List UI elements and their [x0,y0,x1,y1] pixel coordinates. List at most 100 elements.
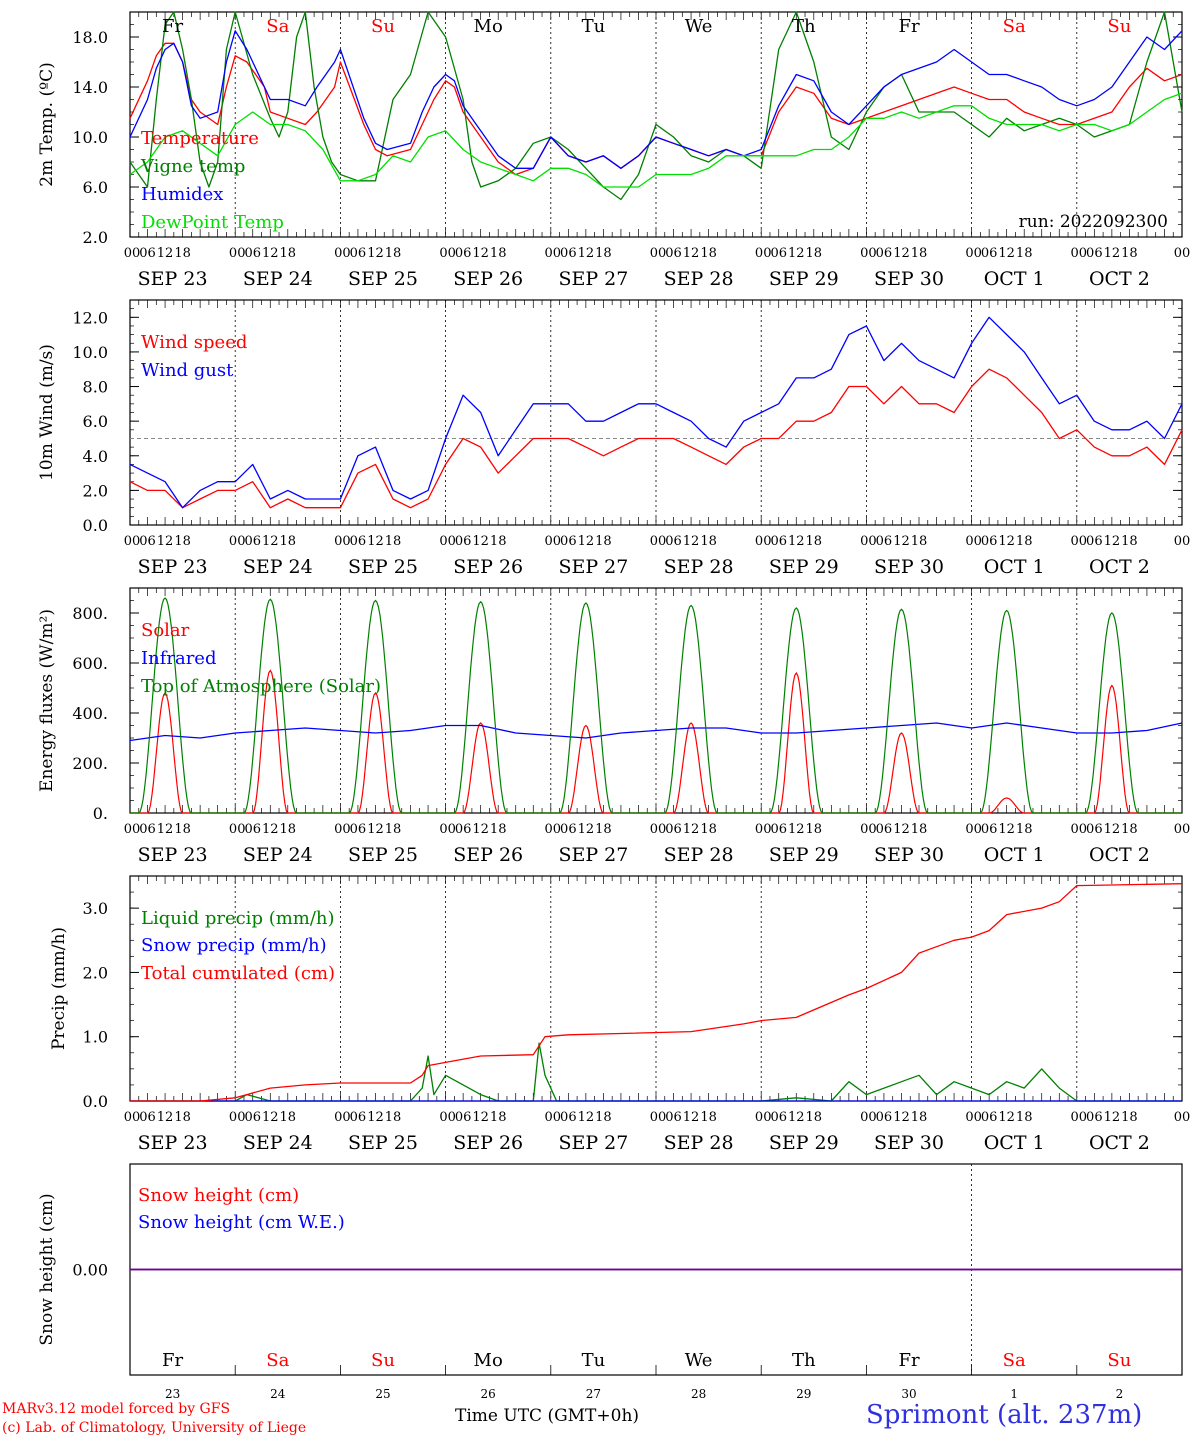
hour-tick-label: 18 [385,822,402,837]
hour-tick-label: 18 [385,246,402,261]
legend-top-of-atmosphere-solar: Top of Atmosphere (Solar) [141,676,381,697]
hour-tick-label: 00 [860,246,877,261]
day-name-label: Th [792,1350,816,1371]
hour-tick-label: 00 [1174,822,1191,837]
hour-tick-label: 06 [770,822,787,837]
legend-total-cumulated-cm: Total cumulated (cm) [141,963,335,984]
hour-tick-label: 12 [893,1110,910,1125]
hour-tick-label: 06 [244,534,261,549]
credit-line: (c) Lab. of Climatology, University of L… [2,1420,307,1436]
hour-tick-label: 12 [472,1110,489,1125]
legend-snow-precip-mm-h: Snow precip (mm/h) [141,935,327,956]
hour-tick-label: 00 [439,822,456,837]
model-line: MARv3.12 model forced by GFS [2,1401,231,1417]
series-dewpoint-temp-line [129,92,1183,188]
model-credit: MARv3.12 model forced by GFS (c) Lab. of… [2,1400,306,1438]
y-tick-label: 6.0 [83,412,108,431]
hour-tick-label: 06 [455,246,472,261]
series-total-cumulated-cm-line [130,883,1183,1102]
date-label: SEP 24 [243,556,313,578]
run-label: run: 2022092300 [1019,212,1168,232]
hour-tick-label: 00 [965,246,982,261]
hour-tick-label: 12 [893,246,910,261]
hour-tick-label: 18 [911,534,928,549]
date-label: SEP 26 [453,268,523,290]
date-label: SEP 26 [453,844,523,866]
y-tick-label: 2.0 [83,963,108,982]
hour-tick-label: 06 [139,822,156,837]
hour-tick-label: 12 [367,1110,384,1125]
hour-tick-label: 00 [545,1110,562,1125]
hour-tick-label: 00 [1174,534,1191,549]
day-number-label: 24 [270,1387,286,1401]
legend-temperature: Temperature [141,128,259,149]
hour-tick-label: 00 [334,534,351,549]
hour-tick-label: 18 [1121,1110,1138,1125]
y-axis-label: 2m Temp. (ºC) [37,62,57,187]
y-tick-label: 200. [72,754,108,773]
legend-dewpoint-temp: DewPoint Temp [141,212,284,233]
hour-tick-label: 12 [683,246,700,261]
hour-tick-label: 00 [1071,246,1088,261]
y-axis-label: Snow height (cm) [37,1193,57,1345]
hour-tick-label: 18 [595,246,612,261]
hour-tick-label: 18 [806,534,823,549]
hour-tick-label: 00 [439,246,456,261]
hour-tick-label: 18 [280,246,297,261]
hour-tick-label: 12 [788,1110,805,1125]
hour-tick-label: 00 [1071,534,1088,549]
date-label: SEP 27 [558,1132,628,1154]
day-number-label: 30 [901,1387,916,1401]
hour-tick-label: 00 [755,534,772,549]
hour-tick-label: 18 [385,1110,402,1125]
hour-tick-label: 06 [350,1110,367,1125]
hour-tick-label: 06 [665,534,682,549]
legend-snow-height-cm: Snow height (cm) [138,1185,299,1206]
hour-tick-label: 00 [755,246,772,261]
date-label: OCT 2 [1089,1132,1150,1154]
hour-tick-label: 06 [770,534,787,549]
y-tick-label: 0.0 [83,516,108,535]
hour-tick-label: 06 [139,246,156,261]
hour-tick-label: 12 [1104,246,1121,261]
day-number-label: 2 [1116,1387,1124,1401]
legend-snow-height-cm-w-e: Snow height (cm W.E.) [138,1212,345,1233]
y-tick-label: 800. [72,604,108,623]
hour-tick-label: 12 [262,822,279,837]
hour-tick-label: 00 [965,534,982,549]
hour-tick-label: 06 [1086,246,1103,261]
hour-tick-label: 00 [334,822,351,837]
day-name-label: Mo [474,1350,503,1371]
panel-3-axes: 0. 200. 400. 600. 800. Energy fluxes (W/m²) 00… [37,587,1191,866]
date-label: SEP 29 [769,556,839,578]
hour-tick-label: 18 [1121,246,1138,261]
hour-tick-label: 12 [998,822,1015,837]
hour-tick-label: 12 [472,822,489,837]
hour-tick-label: 06 [350,534,367,549]
date-label: SEP 30 [874,1132,944,1154]
hour-tick-label: 18 [700,534,717,549]
legend-infrared: Infrared [141,648,216,669]
hour-tick-label: 12 [893,822,910,837]
day-name-label: We [685,1350,713,1371]
hour-tick-label: 18 [385,534,402,549]
y-tick-label: 4.0 [83,447,108,466]
hour-tick-label: 06 [1086,822,1103,837]
hour-tick-label: 06 [350,246,367,261]
hour-tick-label: 00 [124,822,141,837]
hour-tick-label: 12 [367,246,384,261]
hour-tick-label: 06 [244,822,261,837]
hour-tick-label: 06 [350,822,367,837]
hour-tick-label: 12 [1104,534,1121,549]
hour-tick-label: 12 [262,1110,279,1125]
date-label: SEP 27 [558,844,628,866]
day-name-top: We [685,16,713,37]
day-number-label: 26 [481,1387,496,1401]
hour-tick-label: 18 [1016,822,1033,837]
day-number-label: 27 [586,1387,601,1401]
hour-tick-label: 06 [560,822,577,837]
hour-tick-label: 12 [998,246,1015,261]
hour-tick-label: 12 [683,534,700,549]
